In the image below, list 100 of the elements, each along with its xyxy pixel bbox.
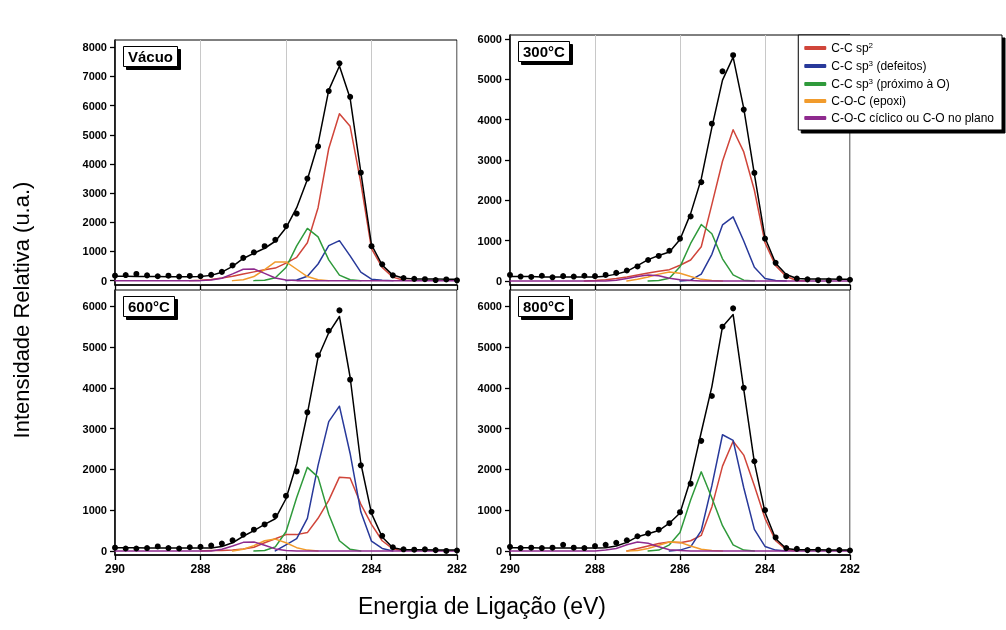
point xyxy=(411,546,418,553)
point xyxy=(165,545,172,552)
point xyxy=(772,534,779,541)
y-tick-label: 8000 xyxy=(82,41,107,54)
point xyxy=(570,544,577,551)
point xyxy=(218,268,225,275)
point xyxy=(368,243,375,250)
x-tick-label: 286 xyxy=(275,562,297,576)
point xyxy=(197,273,204,280)
point xyxy=(762,507,768,514)
point xyxy=(740,384,747,391)
point xyxy=(602,541,609,548)
point xyxy=(261,243,268,250)
point xyxy=(336,307,343,314)
x-axis-title: Energia de Ligação (eV) xyxy=(357,592,607,620)
point xyxy=(133,270,140,277)
point xyxy=(677,509,683,516)
point xyxy=(454,547,460,554)
point xyxy=(208,542,215,549)
point xyxy=(250,249,257,256)
point xyxy=(560,541,567,548)
x-tick-label: 282 xyxy=(446,562,468,576)
y-tick-label: 4000 xyxy=(82,157,107,170)
point xyxy=(304,175,311,182)
text: Vácuo xyxy=(128,48,174,65)
point xyxy=(613,539,620,546)
point xyxy=(847,276,853,283)
point xyxy=(154,543,161,550)
point xyxy=(655,252,662,259)
y-axis-title: Intensidade Relativa (u.a.) xyxy=(9,181,35,439)
point xyxy=(507,271,513,278)
point xyxy=(602,271,609,278)
point xyxy=(197,543,204,550)
point xyxy=(751,169,758,176)
point xyxy=(325,88,332,95)
point xyxy=(528,544,535,551)
text: 800°C xyxy=(523,298,566,315)
y-tick-label: 4000 xyxy=(82,381,107,394)
point xyxy=(454,277,460,284)
point xyxy=(762,235,768,242)
point xyxy=(645,257,652,263)
y-tick-label: 3000 xyxy=(477,154,502,166)
point xyxy=(815,546,822,553)
point xyxy=(186,272,193,279)
point xyxy=(400,546,407,553)
y-tick-label: 7000 xyxy=(82,70,107,83)
point xyxy=(740,106,747,113)
point xyxy=(847,547,853,554)
point xyxy=(719,68,726,75)
point xyxy=(687,480,694,487)
y-tick-label: 0 xyxy=(495,274,502,287)
point xyxy=(687,213,694,220)
point xyxy=(208,271,215,278)
y-tick-label: 5000 xyxy=(477,341,502,354)
point xyxy=(730,305,737,312)
point xyxy=(421,546,428,553)
text: 300°C xyxy=(523,43,566,60)
point xyxy=(315,352,322,359)
y-tick-label: 1000 xyxy=(82,245,107,258)
x-tick-label: 284 xyxy=(361,562,382,576)
point xyxy=(112,272,118,279)
y-tick-label: 3000 xyxy=(82,187,107,200)
y-tick-label: 5000 xyxy=(477,73,502,86)
point xyxy=(379,261,386,268)
y-tick-label: 1000 xyxy=(82,504,107,517)
point xyxy=(389,544,396,551)
y-tick-label: 6000 xyxy=(82,99,107,112)
point xyxy=(793,545,800,552)
point xyxy=(581,545,588,552)
y-tick-label: 1000 xyxy=(477,234,502,247)
y-tick-label: 2000 xyxy=(477,194,502,207)
point xyxy=(229,537,236,544)
point xyxy=(815,277,822,284)
x-tick-label: 290 xyxy=(104,562,126,576)
point xyxy=(634,263,641,270)
point xyxy=(517,545,524,552)
point xyxy=(592,273,598,280)
point xyxy=(229,262,236,269)
x-tick-label: 286 xyxy=(669,562,691,576)
point xyxy=(389,272,396,279)
point xyxy=(144,272,151,279)
legend-label: C-O-C cíclico ou C-O no plano xyxy=(831,111,995,125)
y-tick-label: 2000 xyxy=(477,463,502,476)
point xyxy=(432,277,439,284)
point xyxy=(186,544,193,551)
point xyxy=(240,254,247,261)
point xyxy=(528,273,535,280)
y-tick-label: 3000 xyxy=(82,422,107,435)
point xyxy=(772,259,779,266)
point xyxy=(592,543,598,550)
point xyxy=(272,512,279,519)
y-tick-label: 5000 xyxy=(82,128,107,141)
y-tick-label: 4000 xyxy=(477,381,502,394)
point xyxy=(283,223,289,230)
point xyxy=(315,143,322,150)
point xyxy=(634,533,641,540)
point xyxy=(421,276,428,283)
point xyxy=(783,545,790,552)
point xyxy=(357,462,364,469)
point xyxy=(325,327,332,334)
